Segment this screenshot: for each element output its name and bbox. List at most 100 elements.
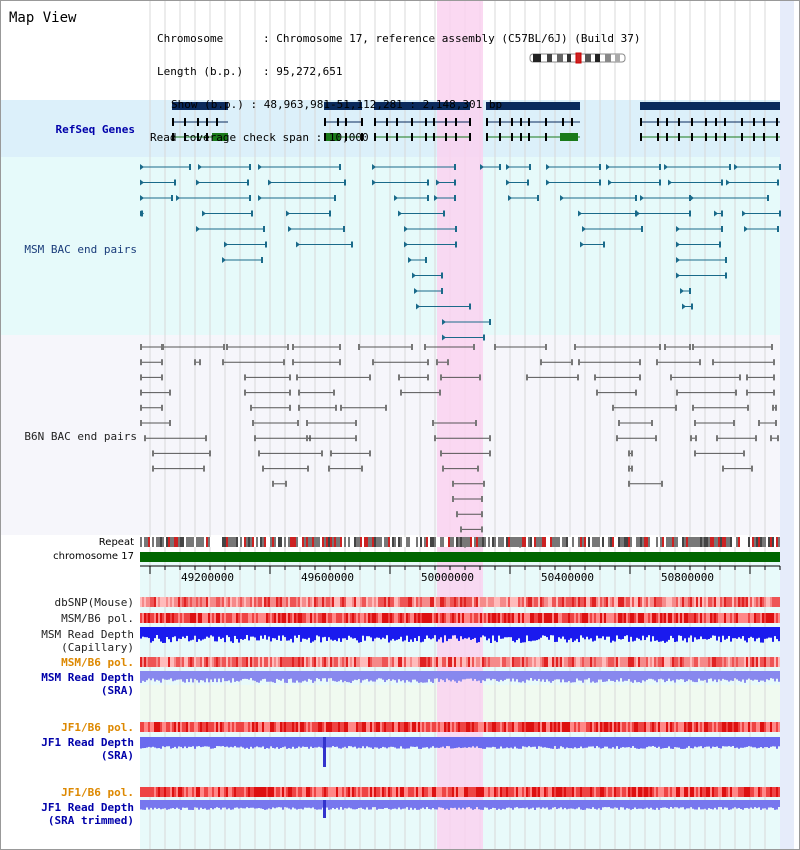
dbsnp-label[interactable]: dbSNP(Mouse) <box>54 596 134 609</box>
heat-cell <box>266 787 268 797</box>
heat-cell <box>554 722 556 732</box>
depth-bar <box>214 627 216 642</box>
heat-cell <box>604 722 606 732</box>
bac-end <box>339 344 341 350</box>
depth-bar <box>508 627 510 638</box>
heat-cell <box>248 722 250 732</box>
depth-bar <box>606 737 608 747</box>
heat-cell <box>646 787 648 797</box>
heat-cell <box>670 597 672 607</box>
depth-bar <box>150 737 152 748</box>
heat-cell <box>512 787 514 797</box>
heat-cell <box>762 787 764 797</box>
depth-bar <box>710 627 712 638</box>
depth-bar <box>500 627 502 639</box>
jf1-b6-pol-trim-label[interactable]: JF1/B6 pol. <box>61 786 134 799</box>
heat-cell <box>546 597 548 607</box>
depth-bar <box>290 627 292 639</box>
depth-bar <box>246 671 248 679</box>
heat-cell <box>156 787 158 797</box>
b6n-bac-label[interactable]: B6N BAC end pairs <box>24 430 137 443</box>
depth-bar <box>648 671 650 679</box>
repeat-block <box>750 537 752 547</box>
msm-b6-pol-label[interactable]: MSM/B6 pol. <box>61 612 134 625</box>
jf1-depth-label[interactable]: JF1 Read Depth (SRA) <box>0 736 134 762</box>
repeat-block <box>734 537 736 547</box>
depth-bar <box>420 627 422 643</box>
heat-cell <box>192 657 194 667</box>
repeat-block <box>298 537 300 547</box>
msm-bac-label[interactable]: MSM BAC end pairs <box>24 243 137 256</box>
depth-bar <box>186 627 188 636</box>
repeat-block <box>156 537 158 547</box>
depth-bar <box>534 737 536 747</box>
heat-cell <box>598 613 600 623</box>
depth-bar <box>282 671 284 679</box>
depth-bar <box>290 671 292 679</box>
depth-bar <box>296 737 298 749</box>
heat-cell <box>466 787 468 797</box>
msm-b6-pol-sra-label[interactable]: MSM/B6 pol. <box>61 656 134 669</box>
bac-end <box>268 179 272 186</box>
heat-cell <box>488 722 490 732</box>
heat-cell <box>598 657 600 667</box>
jf1-b6-pol-label[interactable]: JF1/B6 pol. <box>61 721 134 734</box>
heat-cell <box>554 787 556 797</box>
bac-end <box>661 480 663 487</box>
depth-bar <box>740 737 742 748</box>
depth-bar <box>768 671 770 681</box>
depth-bar <box>724 737 726 747</box>
heat-cell <box>756 657 758 667</box>
depth-bar <box>202 627 204 640</box>
heat-cell <box>248 597 250 607</box>
heat-cell <box>686 597 688 607</box>
depth-bar <box>144 627 146 638</box>
depth-bar <box>418 800 420 810</box>
heat-cell <box>482 722 484 732</box>
depth-bar <box>286 627 288 641</box>
heat-cell <box>534 613 536 623</box>
heat-cell <box>184 657 186 667</box>
depth-bar <box>354 800 356 810</box>
depth-bar <box>564 627 566 640</box>
bac-end <box>455 226 457 232</box>
heat-cell <box>294 787 296 797</box>
depth-bar <box>744 627 746 641</box>
chromosome-ideogram[interactable] <box>529 52 626 64</box>
heat-cell <box>472 597 474 607</box>
depth-bar <box>672 800 674 809</box>
depth-bar <box>664 800 666 808</box>
heat-cell <box>748 597 750 607</box>
heat-cell <box>166 722 168 732</box>
msm-depth-capillary-label[interactable]: MSM Read Depth (Capillary) <box>0 628 134 654</box>
exon <box>776 118 778 126</box>
depth-bar <box>674 671 676 683</box>
depth-bar <box>516 800 518 808</box>
axis-tick-label: 50800000 <box>661 571 714 584</box>
bac-end <box>668 179 672 186</box>
heat-cell <box>172 787 174 797</box>
heat-cell <box>270 787 272 797</box>
depth-bar <box>354 737 356 747</box>
repeat-block <box>712 537 714 547</box>
depth-bar <box>588 671 590 679</box>
right-scroll-region[interactable] <box>780 0 794 850</box>
bac-end <box>297 420 299 426</box>
heat-cell <box>368 787 370 797</box>
heat-cell <box>618 613 620 623</box>
depth-bar <box>356 737 358 749</box>
jf1-depth-trim-label[interactable]: JF1 Read Depth (SRA trimmed) <box>0 801 134 827</box>
depth-bar <box>338 627 340 639</box>
depth-bar <box>490 671 492 681</box>
depth-bar <box>506 671 508 679</box>
heat-cell <box>290 787 292 797</box>
refseq-label[interactable]: RefSeq Genes <box>55 123 135 136</box>
depth-bar <box>598 627 600 639</box>
heat-cell <box>688 597 690 607</box>
heat-cell <box>608 787 610 797</box>
depth-tracks <box>140 627 780 818</box>
heat-cell <box>376 722 378 732</box>
heat-cell <box>664 722 666 732</box>
msm-depth-sra-label[interactable]: MSM Read Depth (SRA) <box>0 671 134 697</box>
